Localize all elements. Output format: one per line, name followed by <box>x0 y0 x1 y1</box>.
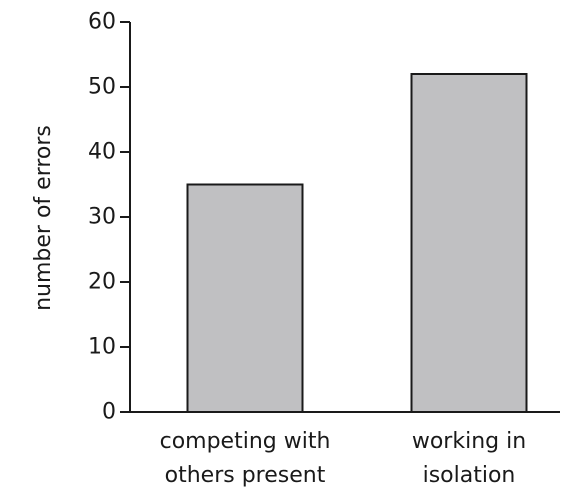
y-tick-label-10: 10 <box>88 335 116 360</box>
x-category-label-0-line-0: competing with <box>160 429 331 454</box>
bar-0 <box>186 183 304 413</box>
y-tick-label-60: 60 <box>88 10 116 35</box>
x-category-label-1-line-1: isolation <box>423 463 516 488</box>
bar-1 <box>410 73 528 413</box>
y-tick-label-0: 0 <box>102 400 116 425</box>
y-tick-label-50: 50 <box>88 75 116 100</box>
x-category-label-1-line-0: working in <box>412 429 526 454</box>
y-tick-label-30: 30 <box>88 205 116 230</box>
y-tick-label-20: 20 <box>88 270 116 295</box>
y-axis-title: number of errors <box>31 125 56 311</box>
x-category-label-0-line-1: others present <box>165 463 326 488</box>
plot-area: 0 10 20 30 40 50 60 competing with others presen… <box>88 10 560 488</box>
y-tick-label-40: 40 <box>88 140 116 165</box>
